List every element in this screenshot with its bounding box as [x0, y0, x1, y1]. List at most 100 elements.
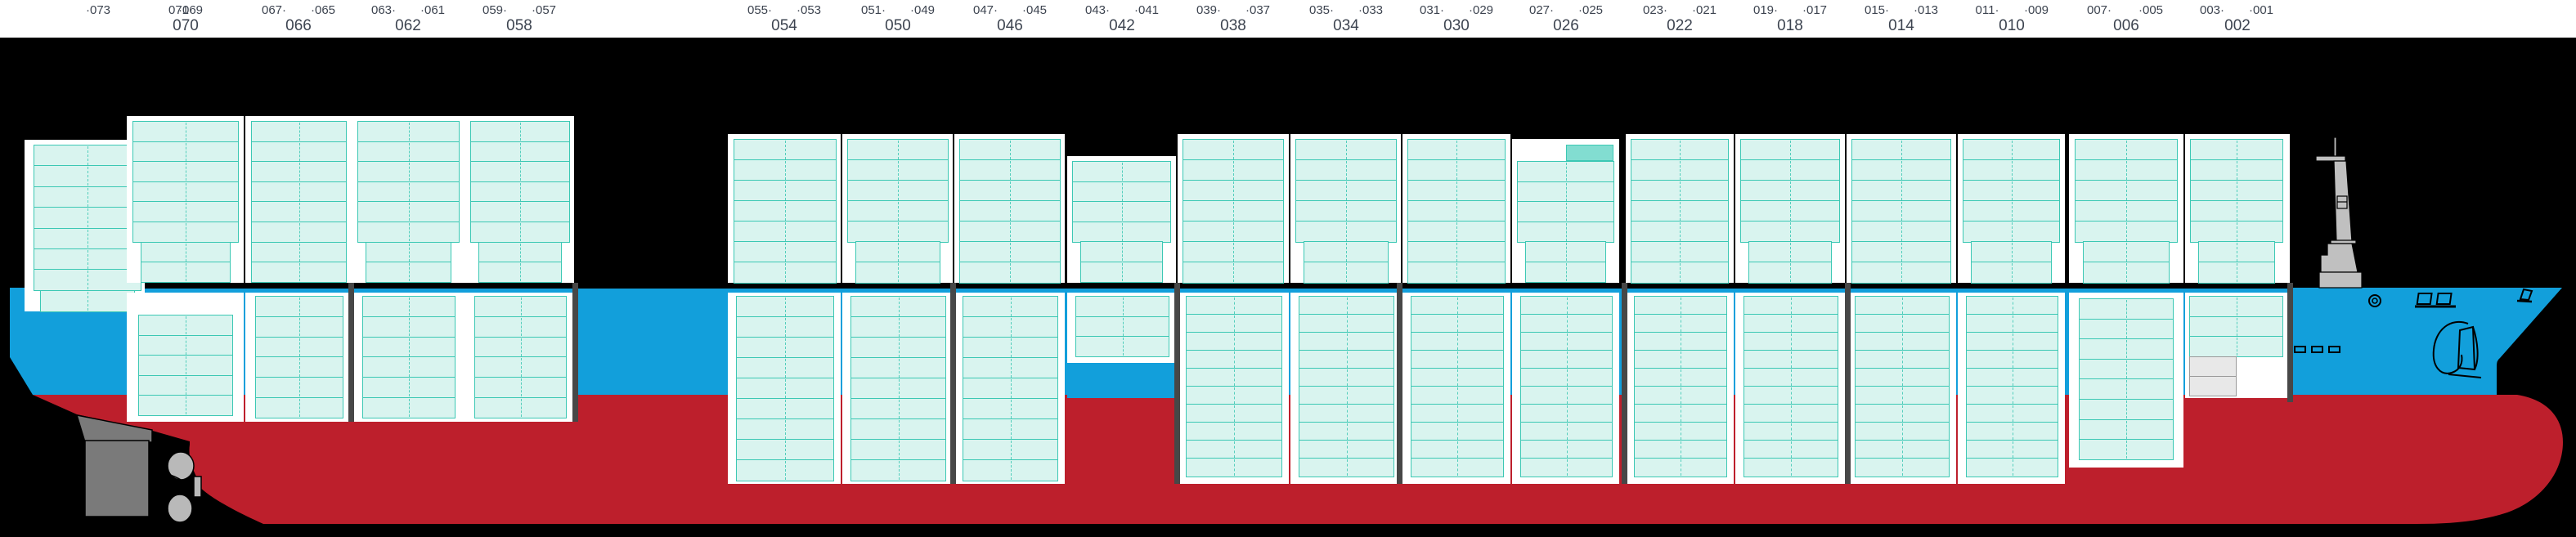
slot-center-divider: [785, 338, 786, 357]
container-slot-row: [1520, 350, 1613, 369]
slot-center-divider: [2126, 141, 2127, 159]
slot-center-divider: [1233, 161, 1234, 180]
slot-center-divider: [1233, 181, 1234, 200]
anchor-line-art-icon: [2432, 321, 2482, 378]
container-slot-row: [736, 418, 834, 441]
container-slot-row: [1855, 386, 1950, 405]
slot-center-divider: [898, 441, 900, 459]
slot-center-divider: [1234, 369, 1235, 386]
container-slot-row: [1634, 386, 1727, 405]
container-slot-row: [1966, 440, 2058, 459]
slot-center-divider: [785, 263, 786, 282]
container-slot-row: [1744, 404, 1838, 423]
container-slot-row: [1744, 422, 1838, 441]
bay-label-066: 066: [285, 17, 312, 34]
slot-center-divider: [1010, 263, 1011, 282]
slot-center-divider: [298, 123, 300, 141]
slot-center-divider: [1565, 222, 1567, 241]
bulkhead-bar: [1174, 283, 1180, 484]
container-slot-row: [1966, 422, 2058, 441]
slot-center-divider: [1790, 243, 1791, 262]
bay-026-loaded-slot: [1566, 145, 1613, 161]
slot-center-divider: [898, 141, 899, 159]
slot-center-divider: [1346, 181, 1347, 200]
foremast: [2315, 136, 2363, 289]
slot-center-divider: [1457, 423, 1458, 440]
slot-center-divider: [2126, 441, 2127, 459]
bay-label-067: 067·: [261, 3, 287, 17]
container-slot-row: [963, 296, 1058, 318]
bay-label-025: ·025: [1577, 3, 1604, 17]
hull-bow-blue: [2293, 288, 2562, 398]
slot-center-divider: [520, 123, 521, 141]
container-slot-row: [474, 296, 567, 318]
container-slot-row: [1299, 314, 1394, 333]
slot-center-divider: [1010, 461, 1012, 480]
slot-center-divider: [1457, 459, 1458, 476]
bay-label-026: 026: [1553, 17, 1579, 34]
container-slot-row: [850, 378, 946, 400]
container-slot-row: [255, 296, 343, 318]
slot-center-divider: [1346, 141, 1347, 159]
slot-center-divider: [408, 263, 410, 282]
container-slot-row: [255, 356, 343, 378]
container-slot-row: [1963, 159, 2060, 181]
slot-center-divider: [898, 243, 899, 262]
slot-center-divider: [1456, 202, 1457, 221]
slot-center-divider: [1234, 333, 1235, 350]
slot-center-divider: [1791, 315, 1792, 332]
bay-label-033: ·033: [1358, 3, 1384, 17]
container-slot-row: [1407, 221, 1506, 243]
slot-center-divider: [785, 400, 786, 418]
container-slot-row: [1299, 422, 1394, 441]
container-slot-row: [2190, 139, 2283, 161]
container-slot-row: [850, 316, 946, 338]
slot-center-divider: [785, 359, 786, 378]
container-slot-row: [1963, 221, 2060, 243]
slot-center-divider: [1790, 222, 1791, 241]
container-slot-row: [963, 316, 1058, 338]
slot-center-divider: [1902, 441, 1903, 458]
slot-center-divider: [1791, 387, 1792, 404]
container-slot-row: [2189, 315, 2283, 338]
slot-center-divider: [1234, 405, 1235, 422]
container-slot-row: [132, 121, 239, 143]
bay-label-006: 006: [2113, 17, 2139, 34]
slot-center-divider: [1010, 141, 1011, 159]
container-slot-row: [1966, 332, 2058, 351]
container-slot-row: [1634, 332, 1727, 351]
container-slot-row: [34, 269, 141, 292]
slot-center-divider: [1010, 400, 1012, 418]
bay-label-017: ·017: [1802, 3, 1828, 17]
bay-label-005: ·005: [2138, 3, 2164, 17]
slot-center-divider: [409, 317, 410, 337]
slot-center-divider: [898, 181, 899, 200]
slot-center-divider: [2126, 360, 2127, 378]
slot-center-divider: [1121, 163, 1123, 181]
slot-center-divider: [1122, 298, 1124, 316]
bay-label-010: 010: [1999, 17, 2025, 34]
slot-center-divider: [1791, 459, 1792, 476]
container-slot-row: [847, 221, 949, 243]
bay-label-027: 027·: [1528, 3, 1555, 17]
bay-label-023: 023·: [1642, 3, 1668, 17]
slot-center-divider: [1456, 161, 1457, 180]
slot-center-divider: [1566, 315, 1568, 332]
container-slot-row: [357, 141, 460, 163]
slot-center-divider: [1234, 315, 1235, 332]
fairlead-dashes: [2294, 346, 2340, 353]
container-slot-row: [1186, 440, 1282, 459]
slot-center-divider: [408, 243, 410, 262]
bulkhead-bar: [572, 283, 578, 422]
container-slot-row: [2075, 180, 2178, 202]
container-slot-row: [362, 315, 456, 338]
container-slot-row: [1971, 262, 2052, 284]
container-slot-row: [1186, 422, 1282, 441]
container-slot-row: [959, 180, 1061, 202]
container-slot-row: [1634, 440, 1727, 459]
slot-center-divider: [1565, 163, 1567, 181]
container-slot-row: [959, 241, 1061, 263]
container-slot-row: [2079, 418, 2174, 441]
container-slot-row: [1744, 386, 1838, 405]
bay-label-049: ·049: [909, 3, 936, 17]
